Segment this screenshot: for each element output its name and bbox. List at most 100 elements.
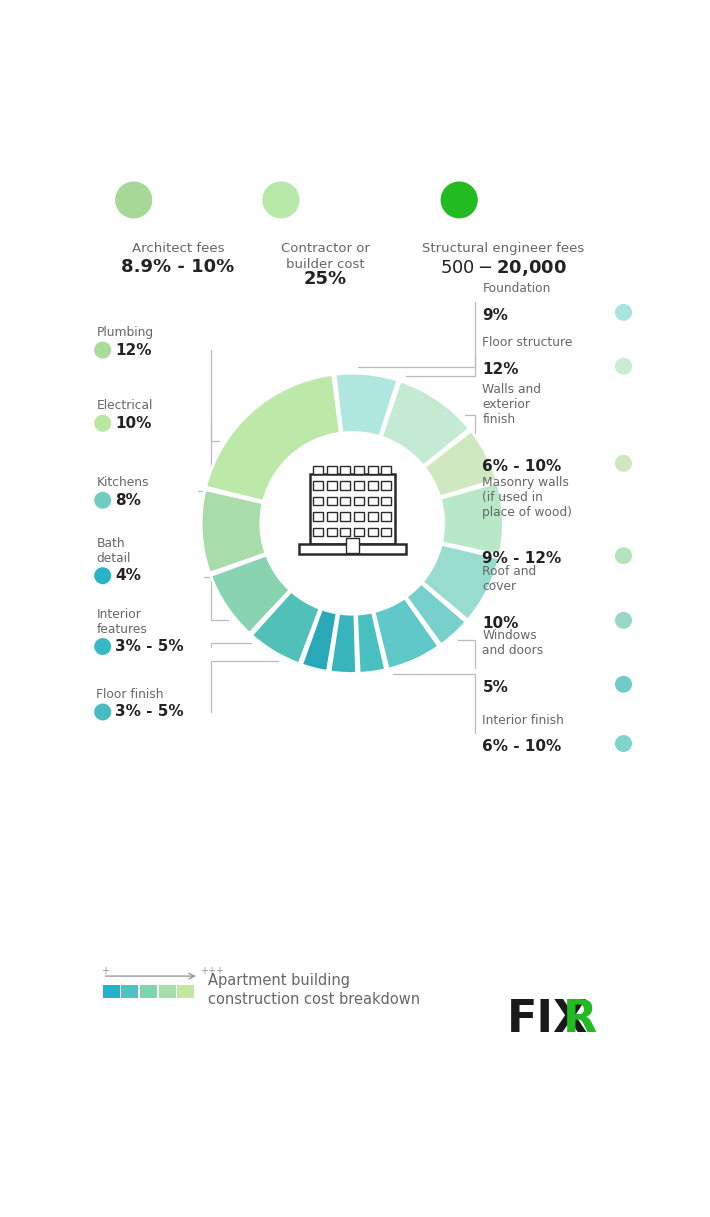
Text: 3% - 5%: 3% - 5%: [115, 639, 184, 654]
Bar: [340, 512, 351, 521]
Bar: [381, 482, 391, 490]
Text: +++: +++: [200, 966, 224, 976]
Bar: [327, 466, 337, 475]
Text: 10%: 10%: [115, 416, 151, 431]
Bar: [354, 512, 364, 521]
Text: FIX: FIX: [507, 998, 589, 1042]
Text: Bath
detail: Bath detail: [97, 537, 131, 565]
Text: 3% - 5%: 3% - 5%: [115, 705, 184, 719]
Circle shape: [94, 342, 111, 359]
Text: 5%: 5%: [483, 679, 508, 695]
Bar: [313, 512, 323, 521]
Text: 6% - 10%: 6% - 10%: [483, 739, 562, 755]
Text: Foundation: Foundation: [483, 282, 551, 296]
Bar: [381, 466, 391, 475]
Bar: [299, 544, 405, 554]
Text: Floor finish: Floor finish: [97, 688, 164, 701]
Bar: [354, 528, 364, 535]
Text: Roof and
cover: Roof and cover: [483, 566, 537, 594]
Circle shape: [94, 638, 111, 655]
Bar: [368, 528, 378, 535]
Bar: [368, 482, 378, 490]
Bar: [327, 497, 337, 505]
Bar: [313, 528, 323, 535]
Text: +: +: [101, 966, 109, 976]
Wedge shape: [335, 374, 398, 437]
Circle shape: [615, 612, 632, 629]
Text: Interior finish: Interior finish: [483, 713, 564, 727]
Text: 12%: 12%: [483, 361, 519, 376]
Text: Interior
features: Interior features: [97, 607, 148, 635]
Bar: [368, 466, 378, 475]
Circle shape: [94, 492, 111, 509]
Text: 6% - 10%: 6% - 10%: [483, 459, 562, 473]
Text: 10%: 10%: [483, 616, 519, 630]
Wedge shape: [424, 431, 497, 497]
Wedge shape: [201, 489, 266, 573]
Wedge shape: [381, 381, 469, 466]
Circle shape: [115, 181, 153, 218]
Circle shape: [615, 735, 632, 752]
Text: Structural engineer fees: Structural engineer fees: [422, 242, 584, 256]
Bar: [327, 512, 337, 521]
Bar: [177, 986, 194, 998]
Circle shape: [615, 358, 632, 375]
Text: 12%: 12%: [115, 343, 152, 358]
Bar: [313, 466, 323, 475]
Bar: [368, 512, 378, 521]
Bar: [346, 538, 359, 553]
Text: $500 - $20,000: $500 - $20,000: [440, 258, 567, 277]
Text: Kitchens: Kitchens: [97, 477, 149, 489]
Text: Floor structure: Floor structure: [483, 336, 573, 349]
Text: Apartment building
construction cost breakdown: Apartment building construction cost bre…: [208, 972, 420, 1008]
Text: 9%: 9%: [483, 308, 508, 323]
Wedge shape: [330, 613, 356, 673]
Text: 25%: 25%: [304, 270, 346, 288]
Wedge shape: [211, 555, 290, 633]
Bar: [340, 497, 351, 505]
Bar: [381, 497, 391, 505]
Circle shape: [94, 703, 111, 720]
Wedge shape: [440, 482, 503, 555]
Bar: [103, 986, 120, 998]
Bar: [340, 528, 351, 535]
Circle shape: [615, 675, 632, 692]
Bar: [121, 986, 138, 998]
Wedge shape: [206, 375, 340, 501]
Text: Architect fees: Architect fees: [131, 242, 224, 256]
Text: Masonry walls
(if used in
place of wood): Masonry walls (if used in place of wood): [483, 476, 572, 518]
Bar: [381, 528, 391, 535]
Bar: [354, 482, 364, 490]
Text: 8.9% - 10%: 8.9% - 10%: [121, 258, 234, 276]
Bar: [381, 512, 391, 521]
Wedge shape: [356, 612, 386, 673]
Bar: [327, 482, 337, 490]
Bar: [313, 482, 323, 490]
Circle shape: [615, 455, 632, 472]
Bar: [140, 986, 157, 998]
Wedge shape: [406, 583, 466, 645]
Text: Plumbing: Plumbing: [97, 326, 153, 340]
Wedge shape: [374, 598, 439, 669]
Bar: [310, 475, 395, 544]
Circle shape: [615, 548, 632, 565]
Bar: [313, 497, 323, 505]
Circle shape: [441, 181, 478, 218]
Bar: [158, 986, 175, 998]
Bar: [340, 482, 351, 490]
Text: R: R: [563, 998, 597, 1042]
Bar: [354, 497, 364, 505]
Text: Walls and
exterior
finish: Walls and exterior finish: [483, 383, 542, 426]
Circle shape: [94, 567, 111, 584]
Bar: [340, 466, 351, 475]
Bar: [327, 528, 337, 535]
Circle shape: [615, 304, 632, 321]
Wedge shape: [251, 591, 320, 664]
Bar: [354, 466, 364, 475]
Text: 9% - 12%: 9% - 12%: [483, 551, 562, 566]
Wedge shape: [422, 544, 499, 621]
Text: 4%: 4%: [115, 568, 141, 583]
Circle shape: [263, 181, 300, 218]
Wedge shape: [302, 608, 337, 672]
Bar: [368, 497, 378, 505]
